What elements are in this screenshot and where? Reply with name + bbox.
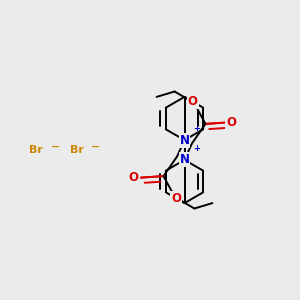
Text: N: N (179, 153, 190, 167)
Text: −: − (91, 142, 101, 152)
Text: N: N (179, 134, 190, 147)
Text: +: + (193, 124, 200, 134)
Text: O: O (171, 192, 182, 205)
Text: O: O (188, 95, 198, 108)
Text: O: O (128, 171, 138, 184)
Text: Br: Br (70, 145, 83, 155)
Text: O: O (226, 116, 236, 129)
Text: −: − (51, 142, 60, 152)
Text: +: + (193, 144, 200, 153)
Text: Br: Br (29, 145, 43, 155)
